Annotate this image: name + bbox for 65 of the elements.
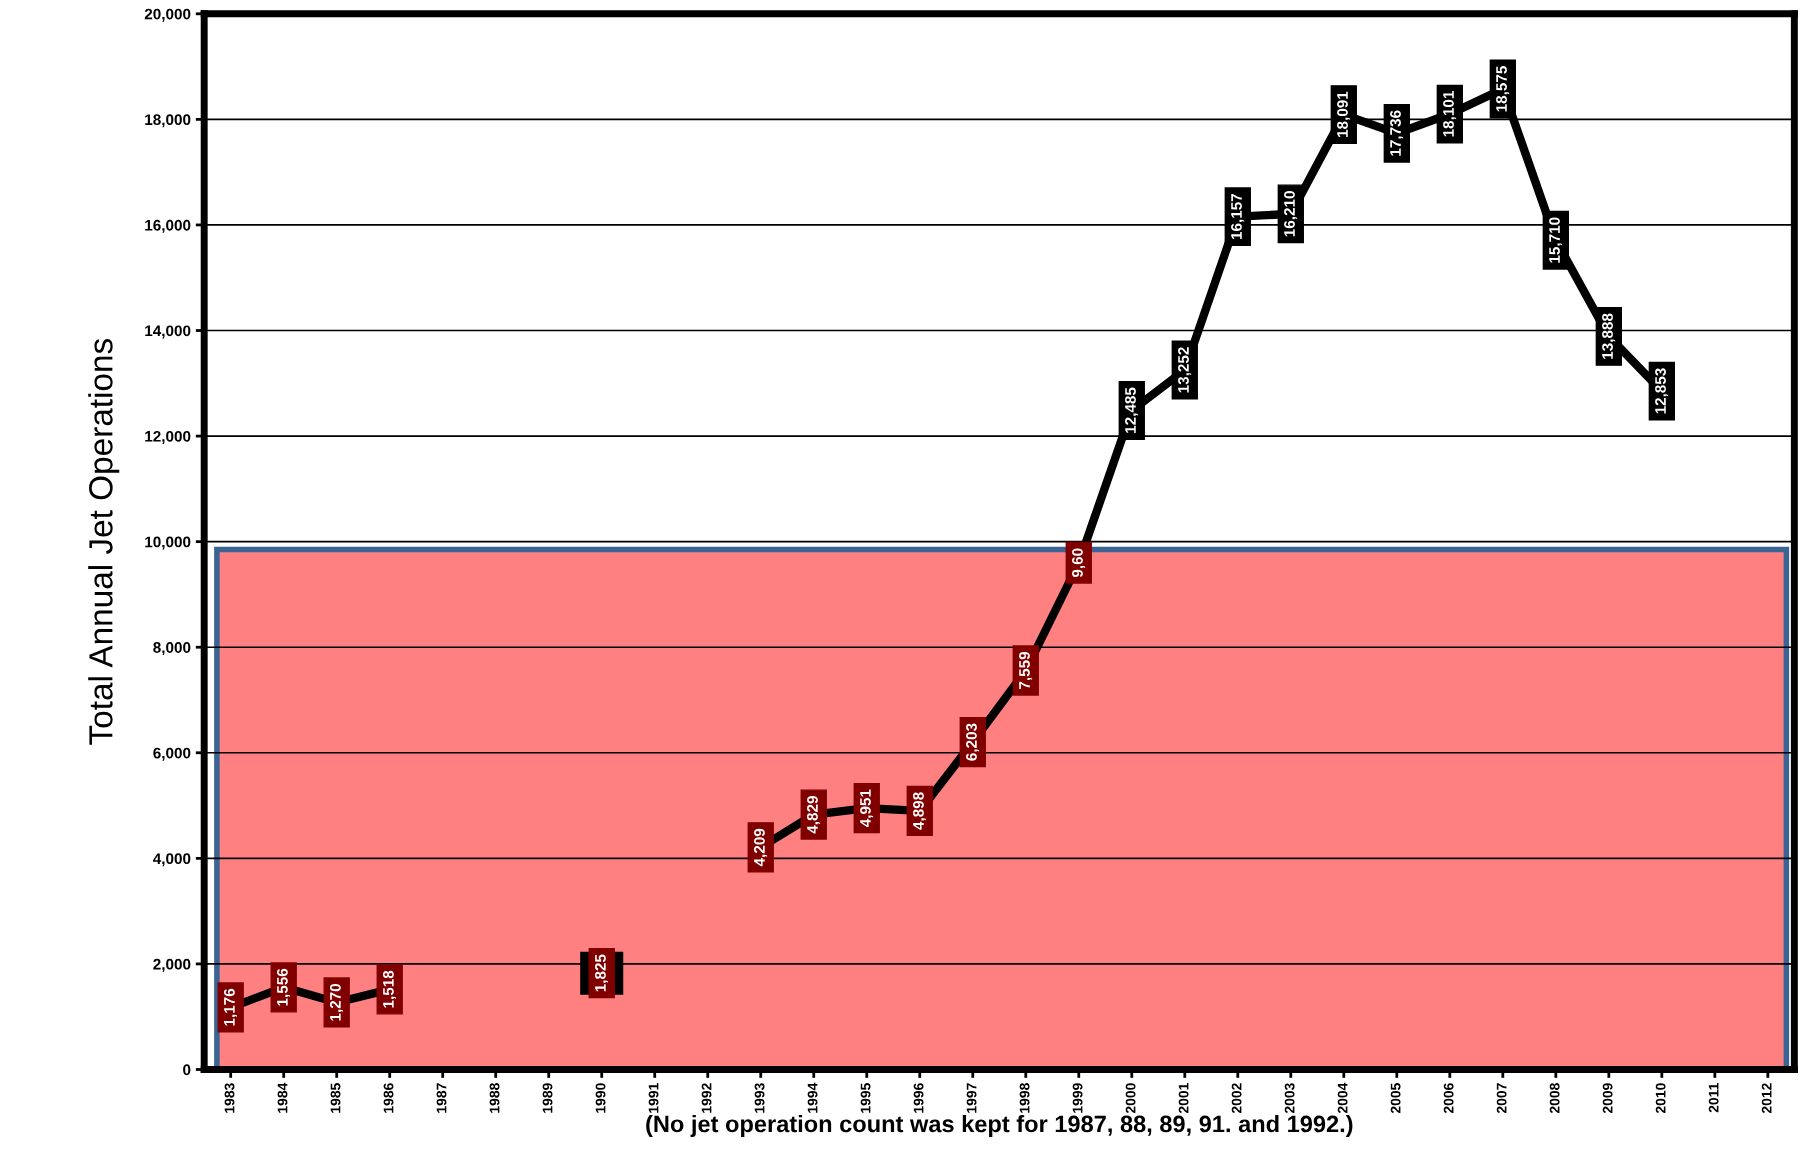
x-tick-label: 1989 [542, 1083, 553, 1113]
data-label: 16,210 [1284, 191, 1298, 237]
y-tick-label: 20,000 [144, 8, 191, 22]
y-tick-label: 0 [183, 1064, 191, 1076]
data-label: 4,209 [754, 828, 768, 867]
x-tick-label: 1988 [489, 1083, 500, 1113]
x-tick-label: 2001 [1178, 1083, 1189, 1114]
data-label: 13,252 [1178, 347, 1192, 393]
data-label: 1,556 [276, 968, 291, 1006]
data-label: 15,710 [1549, 217, 1563, 263]
x-tick-label: 1998 [1019, 1083, 1030, 1113]
x-tick-label: 1997 [966, 1083, 977, 1113]
x-tick-label: 1999 [1072, 1083, 1083, 1113]
y-tick-label: 12,000 [145, 430, 191, 444]
data-label: 4,951 [860, 789, 874, 828]
x-tick-label: 1996 [913, 1083, 924, 1113]
x-tick-label: 1992 [701, 1083, 712, 1113]
y-axis-title: Total Annual Jet Operations [88, 339, 120, 745]
data-label: 12,485 [1125, 387, 1139, 433]
x-tick-label: 2006 [1443, 1083, 1454, 1114]
x-tick-label: 1983 [224, 1083, 235, 1113]
x-tick-label: 1994 [807, 1082, 818, 1113]
data-label: 1,825 [595, 954, 609, 992]
x-tick-label: 1995 [860, 1083, 871, 1113]
x-tick-label: 1993 [754, 1083, 765, 1113]
data-label: 1,176 [223, 988, 238, 1026]
data-label: 18,101 [1443, 91, 1457, 137]
y-tick-label: 4,000 [153, 853, 191, 867]
data-label: 17,736 [1390, 110, 1404, 156]
x-tick-label: 2010 [1655, 1083, 1666, 1114]
x-tick-label: 2008 [1549, 1083, 1560, 1114]
y-tick-label: 18,000 [145, 114, 191, 128]
data-label: 18,575 [1496, 66, 1510, 112]
data-label: 13,888 [1602, 313, 1616, 359]
data-label: 1,518 [382, 970, 397, 1008]
data-label: 1,270 [329, 983, 344, 1021]
y-tick-label: 10,000 [145, 536, 191, 550]
x-tick-label: 2009 [1602, 1083, 1613, 1114]
x-tick-label: 1987 [436, 1083, 447, 1113]
x-tick-label: 1984 [277, 1082, 288, 1113]
x-tick-label: 1985 [330, 1083, 341, 1113]
x-tick-label: 2002 [1231, 1083, 1242, 1114]
x-tick-label: 2012 [1761, 1083, 1772, 1114]
x-tick-label: 2003 [1284, 1083, 1295, 1114]
y-tick-label: 2,000 [153, 958, 191, 972]
y-tick-label: 6,000 [153, 747, 191, 761]
x-tick-label: 1991 [648, 1083, 659, 1113]
x-tick-label: 2011 [1708, 1083, 1719, 1113]
x-tick-label: 2004 [1337, 1082, 1348, 1114]
y-tick-label: 8,000 [153, 642, 191, 656]
x-tick-label: 2005 [1390, 1083, 1401, 1114]
y-tick-label: 16,000 [145, 219, 191, 233]
data-label: 4,829 [807, 796, 821, 834]
data-label: 12,853 [1655, 368, 1669, 414]
data-label: 16,157 [1231, 193, 1245, 240]
data-label: 4,898 [913, 792, 927, 830]
y-tick-label: 14,000 [145, 325, 191, 339]
data-label: 7,559 [1019, 651, 1033, 689]
x-tick-label: 2000 [1125, 1083, 1136, 1114]
x-axis-title: (No jet operation count was kept for 1987, 88, 89, 91. and 1992.) [646, 1114, 1353, 1137]
data-label: 6,203 [966, 723, 980, 761]
x-tick-label: 1986 [383, 1083, 394, 1113]
x-tick-label: 1990 [595, 1083, 606, 1113]
data-label: 18,091 [1337, 91, 1351, 137]
x-tick-label: 2007 [1496, 1083, 1507, 1114]
